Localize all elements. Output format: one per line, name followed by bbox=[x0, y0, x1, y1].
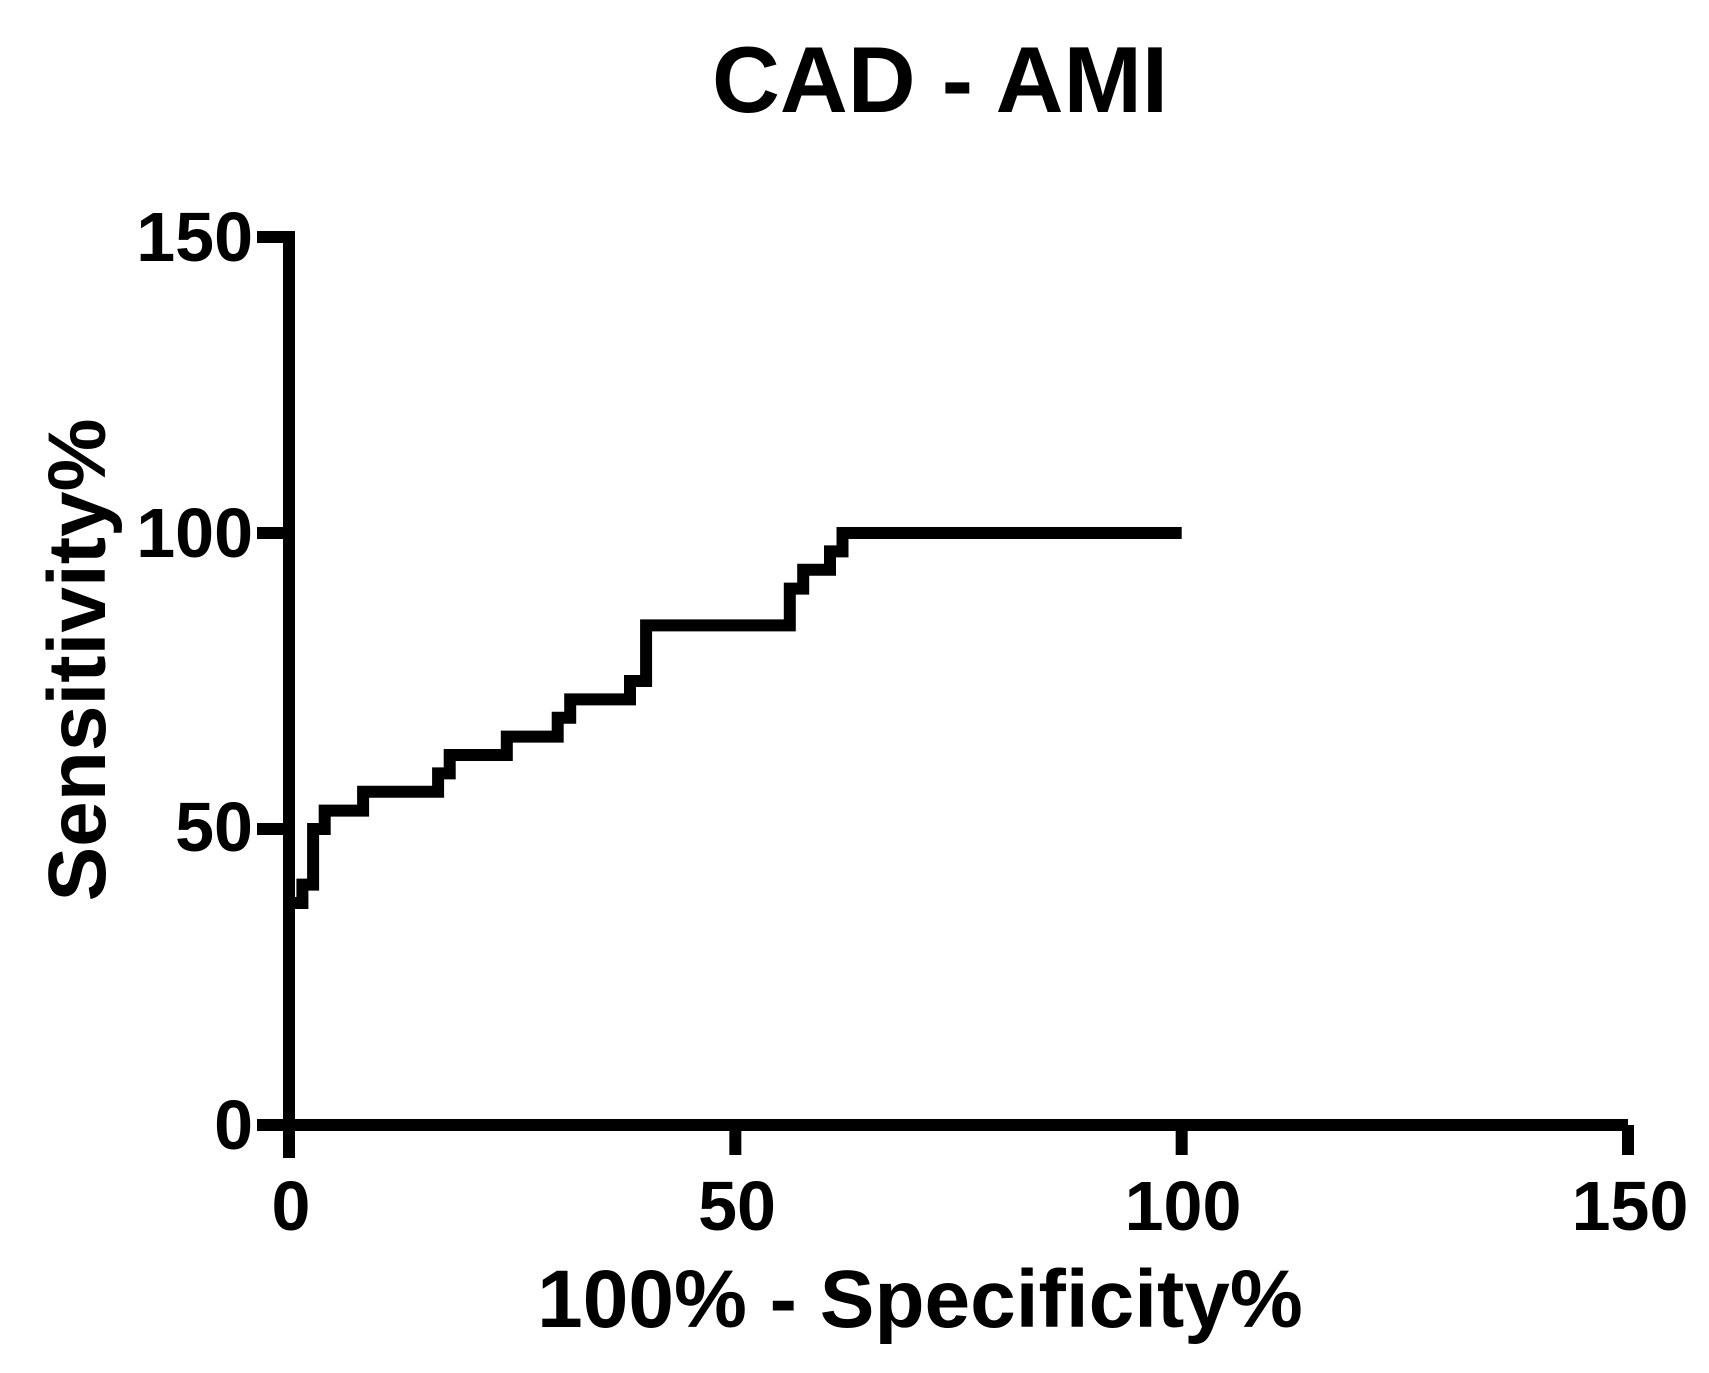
y-tick-label-150: 150 bbox=[136, 198, 253, 276]
roc-curve bbox=[283, 527, 1182, 1125]
y-tick-label-0: 0 bbox=[214, 1086, 253, 1164]
x-axis-title: 100% - Specificity% bbox=[537, 1254, 1303, 1345]
x-tick-label-50: 50 bbox=[698, 1167, 776, 1245]
y-tick-label-100: 100 bbox=[136, 494, 253, 572]
x-tick-label-100: 100 bbox=[1124, 1167, 1242, 1245]
x-tick-label-0: 0 bbox=[271, 1167, 311, 1245]
x-tick-label-150: 150 bbox=[1571, 1167, 1689, 1245]
y-axis-title: Sensitivity% bbox=[32, 418, 123, 902]
y-tick-label-50: 50 bbox=[175, 788, 253, 866]
chart-title: CAD - AMI bbox=[711, 27, 1168, 132]
